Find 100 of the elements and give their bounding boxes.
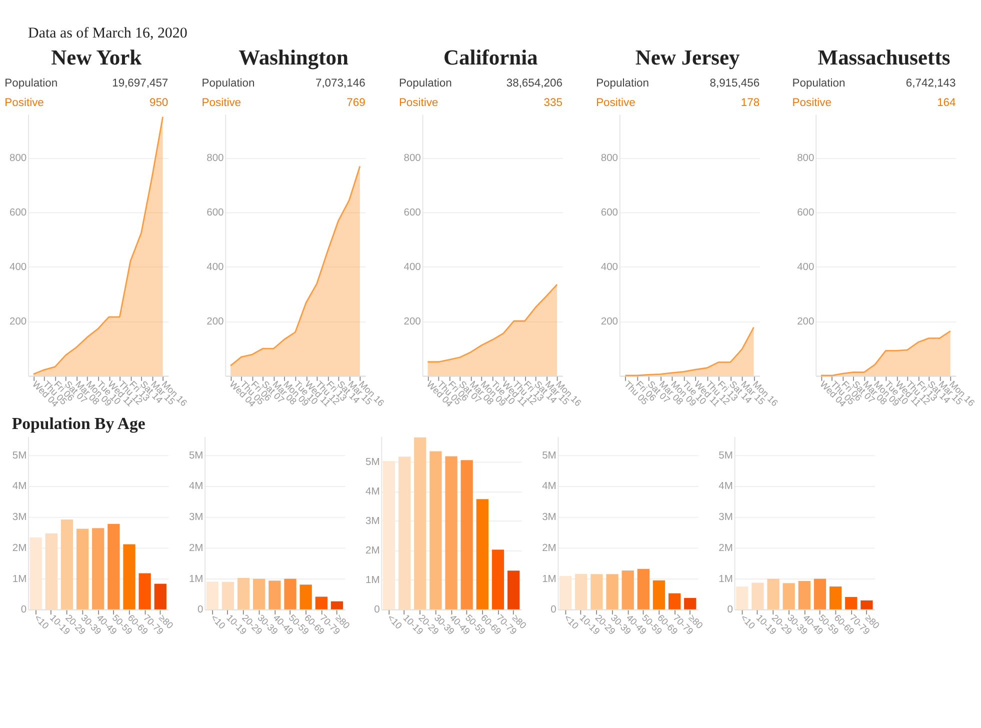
y-tick-label: 2M bbox=[12, 542, 27, 554]
text: Population bbox=[398, 78, 452, 90]
x-tick-label: <10 bbox=[32, 612, 51, 631]
y-tick-label: 1M bbox=[542, 574, 556, 585]
y-tick-label: 400 bbox=[206, 262, 224, 274]
y-tick-label: 400 bbox=[9, 262, 27, 274]
y-tick-label: 200 bbox=[9, 316, 27, 328]
bar bbox=[782, 583, 795, 610]
bar bbox=[767, 578, 780, 610]
y-tick-label: 3M bbox=[542, 512, 556, 524]
text: Population bbox=[596, 78, 650, 90]
bar bbox=[559, 576, 572, 610]
y-tick-label: 0 bbox=[197, 604, 204, 616]
text: Positive bbox=[398, 97, 438, 110]
chart-title: New Jersey bbox=[635, 46, 740, 70]
y-tick-label: 3M bbox=[366, 516, 380, 527]
y-tick-label: 800 bbox=[797, 153, 815, 164]
y-tick-label: 200 bbox=[600, 316, 618, 328]
bar bbox=[414, 437, 426, 610]
bar bbox=[507, 570, 520, 610]
bar bbox=[752, 582, 764, 610]
bar bbox=[237, 578, 250, 610]
x-tick-label: <10 bbox=[209, 612, 228, 631]
bar bbox=[860, 600, 873, 610]
y-tick-label: 5M bbox=[718, 450, 733, 462]
bar bbox=[108, 524, 120, 610]
y-tick-label: 600 bbox=[9, 208, 27, 219]
text: 38,654,206 bbox=[506, 78, 562, 90]
y-tick-label: 2M bbox=[542, 542, 556, 554]
bar bbox=[845, 597, 858, 610]
y-tick-label: 5M bbox=[366, 456, 380, 468]
y-tick-label: 200 bbox=[797, 316, 815, 328]
y-tick-label: 1M bbox=[12, 574, 27, 585]
bar bbox=[798, 580, 810, 610]
y-tick-label: 0 bbox=[374, 604, 380, 616]
y-tick-label: 2M bbox=[188, 542, 204, 554]
text: 6,742,143 bbox=[906, 78, 956, 90]
y-tick-label: 4M bbox=[188, 481, 204, 492]
y-tick-label: 3M bbox=[718, 512, 733, 524]
bar bbox=[637, 568, 650, 610]
bar bbox=[492, 550, 504, 610]
y-tick-label: 4M bbox=[12, 481, 27, 492]
bar bbox=[45, 533, 58, 610]
text: 8,915,456 bbox=[710, 78, 760, 90]
bar bbox=[652, 580, 666, 610]
x-tick-label: <10 bbox=[386, 612, 404, 631]
bar bbox=[445, 456, 458, 610]
text: Population bbox=[4, 78, 58, 90]
chart-title: Washington bbox=[238, 46, 348, 70]
y-tick-label: 4M bbox=[366, 486, 380, 498]
y-tick-label: 200 bbox=[206, 316, 224, 328]
bar bbox=[736, 586, 748, 610]
bar bbox=[575, 574, 588, 610]
bar bbox=[398, 456, 411, 610]
bar bbox=[430, 451, 442, 610]
bar bbox=[138, 573, 151, 610]
text: Data as of March 16, 2020 bbox=[28, 26, 188, 42]
text: 164 bbox=[937, 97, 956, 110]
bar bbox=[476, 499, 488, 610]
y-tick-label: 3M bbox=[12, 512, 27, 524]
y-tick-label: 1M bbox=[366, 575, 380, 586]
y-tick-label: 600 bbox=[600, 208, 618, 219]
y-tick-label: 5M bbox=[542, 450, 556, 462]
text: 950 bbox=[149, 97, 168, 110]
text: 769 bbox=[346, 97, 366, 110]
bar bbox=[668, 593, 681, 610]
chart-title: Population By Age bbox=[12, 414, 146, 434]
bar bbox=[460, 460, 473, 610]
bar bbox=[92, 528, 104, 610]
chart-title: Massachusetts bbox=[818, 46, 950, 70]
y-tick-label: 400 bbox=[404, 262, 422, 274]
bar bbox=[330, 601, 344, 610]
chart-title: California bbox=[444, 46, 538, 70]
text: Positive bbox=[202, 97, 242, 110]
bar bbox=[206, 582, 218, 610]
text: Positive bbox=[4, 97, 44, 110]
y-tick-label: 600 bbox=[797, 208, 815, 219]
bar bbox=[253, 578, 266, 610]
text: Positive bbox=[792, 97, 832, 110]
bar bbox=[154, 584, 166, 610]
bar bbox=[123, 544, 136, 610]
y-tick-label: 0 bbox=[20, 604, 27, 616]
y-tick-label: 800 bbox=[600, 153, 618, 164]
text: 178 bbox=[740, 97, 760, 110]
bar bbox=[30, 537, 42, 610]
y-tick-label: 0 bbox=[550, 604, 557, 616]
y-tick-label: 800 bbox=[206, 153, 224, 164]
bar bbox=[382, 461, 396, 610]
bar bbox=[284, 578, 296, 610]
x-tick-label: <10 bbox=[562, 612, 580, 631]
y-tick-label: 1M bbox=[188, 574, 204, 585]
bar bbox=[268, 580, 281, 610]
bar bbox=[315, 596, 328, 610]
y-tick-label: 200 bbox=[404, 316, 422, 328]
y-tick-label: 4M bbox=[542, 481, 556, 492]
y-tick-label: 4M bbox=[718, 481, 733, 492]
bar bbox=[300, 584, 312, 610]
y-tick-label: 800 bbox=[9, 153, 27, 164]
y-tick-label: 2M bbox=[718, 542, 733, 554]
bar bbox=[76, 528, 89, 610]
